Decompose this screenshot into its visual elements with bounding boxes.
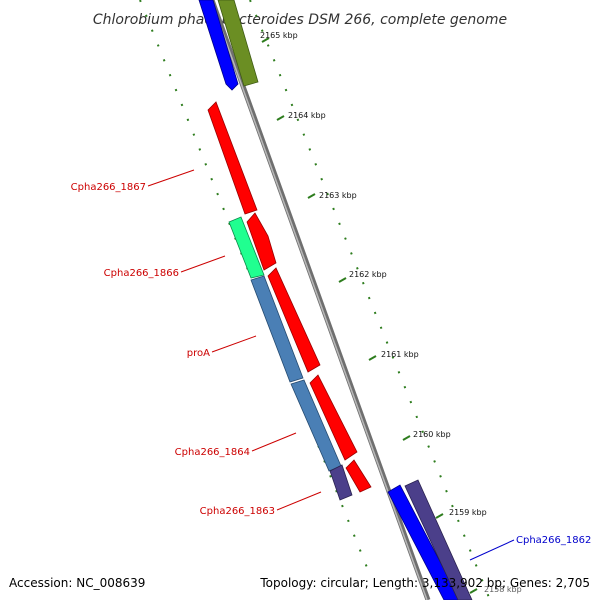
gene-cpha266-1867[interactable] xyxy=(207,101,258,215)
label-cpha266-1863[interactable]: Cpha266_1863 xyxy=(200,506,275,517)
tick-label: 2164 kbp xyxy=(288,111,326,120)
tick-label: 2165 kbp xyxy=(260,31,298,40)
label-cpha266-1862[interactable]: Cpha266_1862 xyxy=(516,535,591,546)
gene-red-inner-4[interactable] xyxy=(345,459,372,493)
gene-features xyxy=(198,0,473,600)
tick-label: 2159 kbp xyxy=(449,508,487,517)
label-proA[interactable]: proA xyxy=(187,348,210,359)
gene-olive-top[interactable] xyxy=(217,0,259,87)
gene-cpha266-1863[interactable] xyxy=(329,464,353,501)
gene-cpha266-1866[interactable] xyxy=(228,216,265,279)
footer: Accession: NC_008639 Topology: circular;… xyxy=(9,576,590,590)
gene-blue-top[interactable] xyxy=(198,0,239,91)
genome-summary-text: Topology: circular; Length: 3,133,902 bp… xyxy=(259,576,590,590)
tick-label: 2161 kbp xyxy=(381,350,419,359)
gene-labels: Cpha266_1867 Cpha266_1866 proA Cpha266_1… xyxy=(71,169,591,561)
tick-label: 2162 kbp xyxy=(349,270,387,279)
label-cpha266-1866[interactable]: Cpha266_1866 xyxy=(104,268,179,279)
gene-red-inner-3[interactable] xyxy=(309,374,358,461)
gene-red-inner-1[interactable] xyxy=(246,212,277,271)
label-cpha266-1864[interactable]: Cpha266_1864 xyxy=(175,447,250,458)
tick-label: 2160 kbp xyxy=(413,430,451,439)
label-cpha266-1867[interactable]: Cpha266_1867 xyxy=(71,182,146,193)
map-title: Chlorobium phaeobacteroides DSM 266, com… xyxy=(93,12,507,28)
gene-navy-bottom[interactable] xyxy=(404,479,473,600)
gene-cpha266-1862[interactable] xyxy=(387,484,461,600)
gene-red-inner-2[interactable] xyxy=(267,267,321,373)
tick-marks: 2165 kbp 2164 kbp 2163 kbp 2162 kbp 2161… xyxy=(260,31,522,594)
outer-tick-ring xyxy=(139,0,491,600)
tick-label: 2163 kbp xyxy=(319,191,357,200)
tick-label: 2158 kbp xyxy=(484,585,522,594)
accession-text: Accession: NC_008639 xyxy=(9,576,145,590)
gene-proA[interactable] xyxy=(250,275,304,383)
